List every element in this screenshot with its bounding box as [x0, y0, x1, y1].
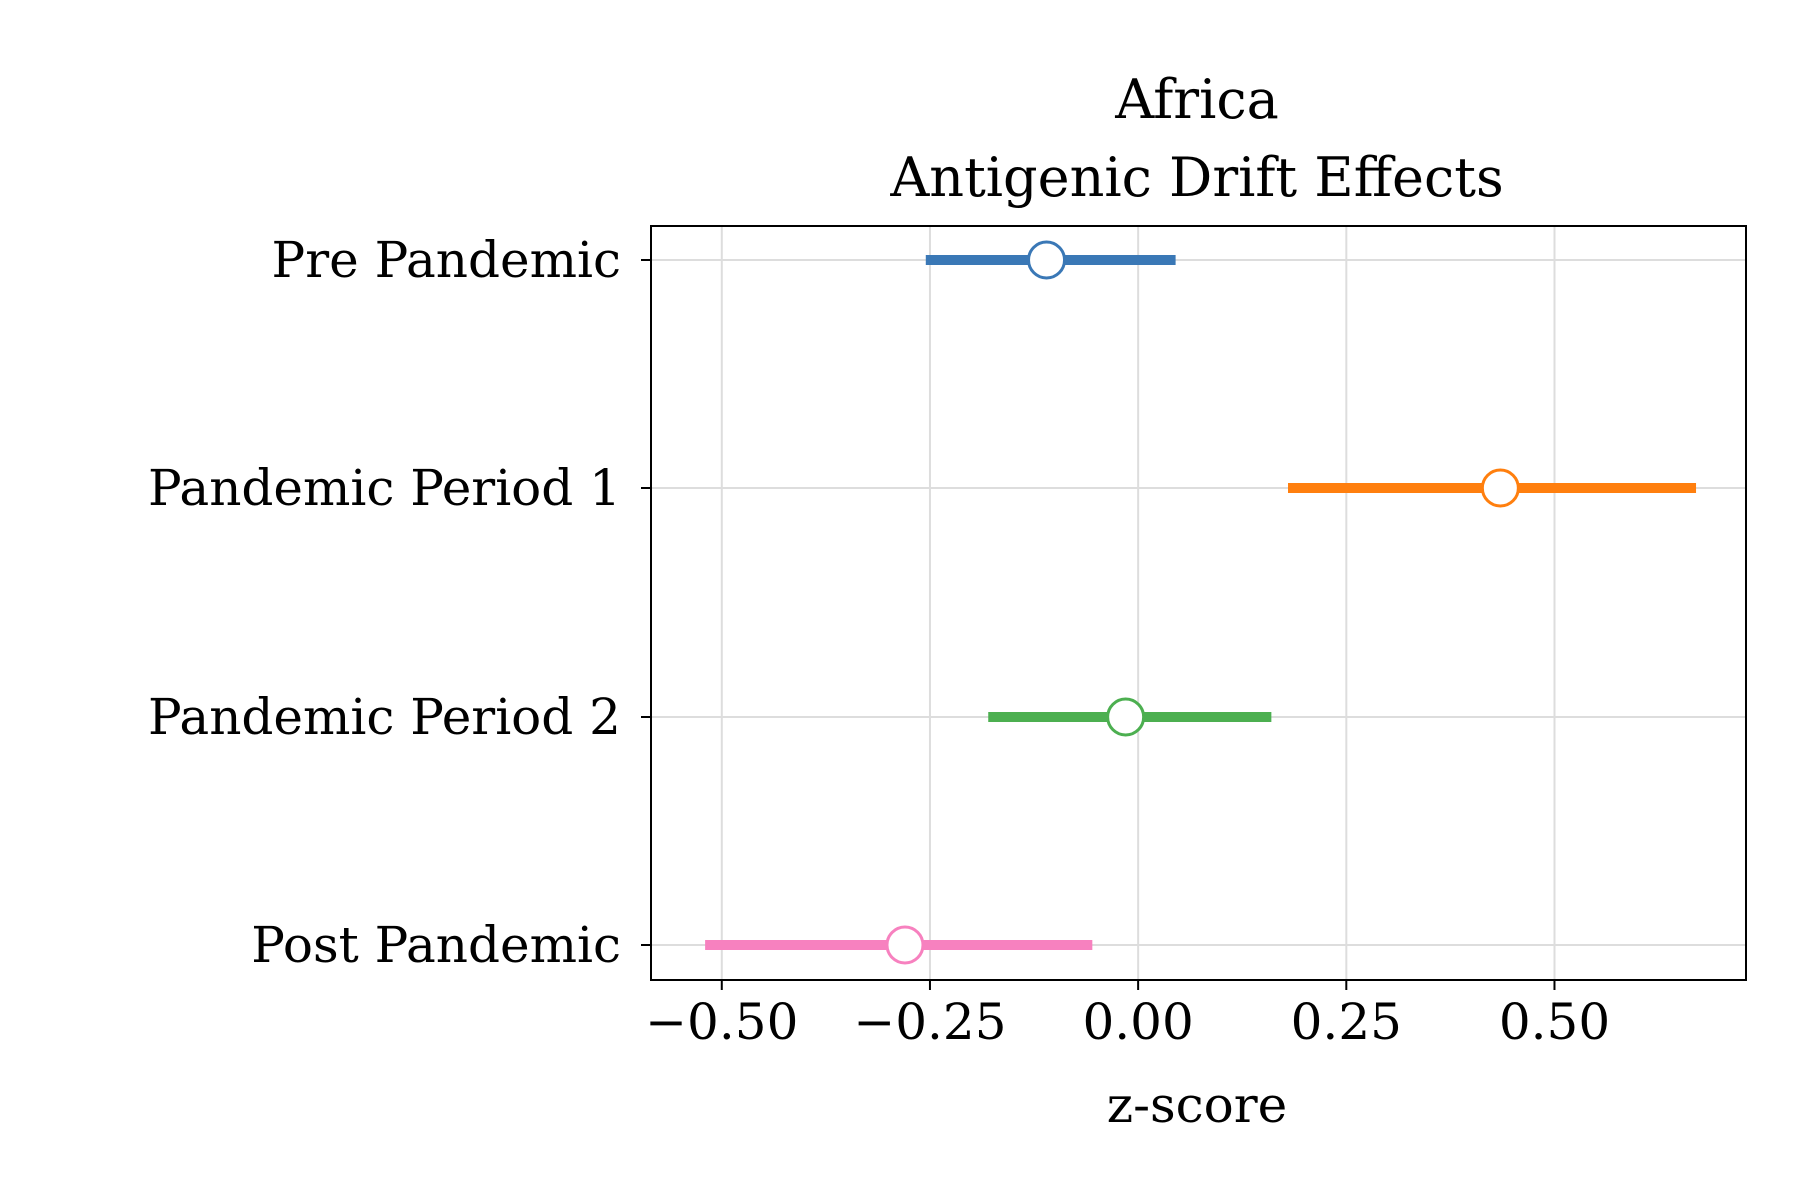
error-bars	[705, 240, 1697, 965]
x-tick-label: 0.25	[1291, 993, 1402, 1051]
point-estimate-marker	[1480, 468, 1520, 508]
x-tick-label: −0.50	[645, 993, 798, 1051]
y-tick-label: Pandemic Period 2	[148, 688, 621, 746]
point-estimate-marker	[885, 925, 925, 965]
x-tick-label: 0.00	[1082, 993, 1193, 1051]
point-estimate-marker	[1027, 240, 1067, 280]
x-axis: −0.50 −0.25 0.00 0.25 0.50	[645, 980, 1610, 1051]
y-axis: Pre Pandemic Pandemic Period 1 Pandemic Pe…	[148, 231, 651, 974]
grid-lines	[651, 226, 1746, 980]
chart-title-line-1: Africa	[1114, 68, 1279, 131]
y-tick-label: Post Pandemic	[251, 916, 621, 974]
y-tick-label: Pandemic Period 1	[148, 459, 621, 517]
y-tick-label: Pre Pandemic	[272, 231, 621, 289]
point-estimate-marker	[1106, 697, 1146, 737]
x-tick-label: 0.50	[1499, 993, 1610, 1051]
x-axis-label: z-score	[1107, 1076, 1288, 1134]
chart-title-line-2: Antigenic Drift Effects	[889, 146, 1503, 209]
plot-frame	[650, 225, 1747, 981]
x-tick-label: −0.25	[853, 993, 1006, 1051]
